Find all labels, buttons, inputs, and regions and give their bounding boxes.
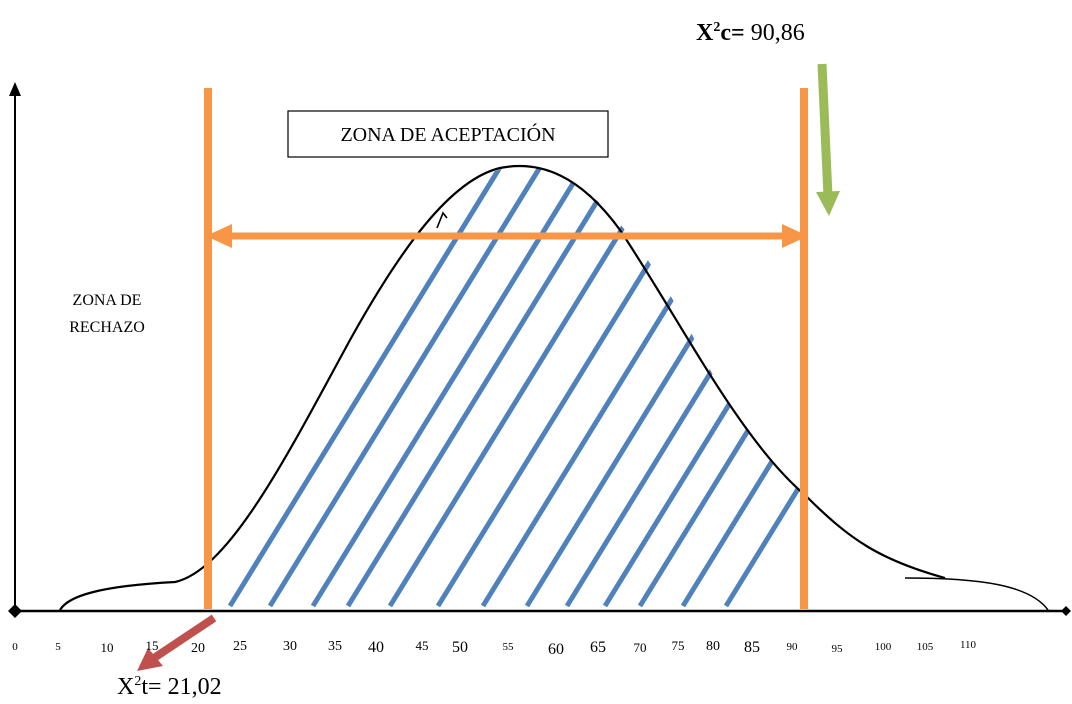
x-tick-label: 55	[503, 641, 515, 653]
x-tick-label: 85	[744, 639, 760, 656]
x-tick-label: 80	[706, 639, 720, 654]
chi2-calculated-arrow	[817, 63, 833, 197]
x-tick-label: 60	[548, 641, 564, 658]
x-tick-label: 20	[191, 641, 205, 656]
x-tick-label: 100	[875, 641, 892, 653]
distribution-curve	[59, 164, 946, 611]
x-tick-label: 25	[233, 639, 247, 654]
chi2t-sup: 2	[134, 674, 141, 689]
origin-marker	[8, 604, 22, 618]
rejection-zone-label: ZONA DE RECHAZO	[69, 292, 145, 336]
chi2t-sub: t	[141, 674, 148, 700]
chi2c-symbol: X	[696, 20, 714, 46]
x-tick-label: 70	[634, 640, 647, 655]
hatch-line	[227, 166, 553, 608]
chi2-table-label: X2t= 21,02	[117, 674, 222, 700]
chi2t-symbol: X	[117, 674, 134, 700]
hatch-line	[564, 166, 805, 608]
x-tick-label: 105	[917, 641, 934, 653]
acceptance-hatching	[227, 166, 805, 608]
x-tick-label: 75	[672, 638, 685, 653]
hatch-line	[602, 166, 805, 608]
x-tick-label: 95	[832, 643, 844, 655]
x-tick-label: 30	[283, 639, 297, 654]
acceptance-zone-box: ZONA DE ACEPTACIÓN	[287, 110, 609, 158]
arrowhead-left	[206, 224, 232, 248]
y-axis-arrowhead	[9, 82, 21, 96]
chi2c-eq: =	[731, 20, 745, 46]
rejection-zone-line-2: RECHAZO	[69, 319, 145, 336]
chi2-table-annotation: X2t= 21,02	[117, 614, 222, 700]
hatch-line	[680, 166, 805, 608]
chi2c-sub: c	[720, 20, 731, 46]
chi2-table-arrowhead	[137, 648, 163, 671]
x-tick-label: 40	[368, 639, 384, 656]
x-tick-label: 90	[787, 641, 799, 653]
x-tick-labels: 0 5 10 15 20 25 30 35 40 45 50 55 60 65 70 75 80 85 90 95 10…	[12, 638, 976, 658]
chi2-table-arrow	[151, 614, 217, 662]
chi2c-sup: 2	[713, 20, 720, 35]
chi2t-eq: =	[148, 674, 162, 700]
hatch-line	[310, 166, 636, 608]
curve-right-tail	[904, 577, 1049, 611]
x-axis-end-marker	[1061, 606, 1071, 616]
x-tick-label: 45	[416, 638, 429, 653]
axes	[8, 82, 1071, 618]
acceptance-range-arrow	[206, 224, 808, 248]
hatch-line	[387, 166, 713, 608]
x-tick-label: 15	[146, 638, 159, 653]
x-tick-label: 10	[101, 640, 114, 655]
hatch-line	[267, 166, 593, 608]
x-tick-label: 5	[55, 641, 61, 653]
chi2c-value: 90,86	[751, 20, 805, 46]
hatch-line	[480, 166, 805, 608]
chi2-calculated-arrowhead	[816, 191, 840, 216]
x-tick-label: 65	[590, 639, 606, 656]
hatch-line	[345, 166, 671, 608]
chi2t-value: 21,02	[168, 674, 222, 700]
x-tick-label: 50	[452, 639, 468, 656]
x-tick-label: 0	[12, 641, 18, 653]
hatch-line	[723, 166, 805, 608]
arrowhead-right	[782, 224, 808, 248]
curve-left-kink	[436, 211, 448, 229]
acceptance-zone-label: ZONA DE ACEPTACIÓN	[340, 122, 555, 146]
x-tick-label: 35	[328, 639, 342, 654]
hatch-line	[435, 166, 761, 608]
x-tick-label: 110	[960, 639, 977, 651]
chi2-calculated-label: X2c= 90,86	[696, 20, 805, 46]
chi2-calculated-annotation: X2c= 90,86	[696, 20, 840, 216]
rejection-zone-line-1: ZONA DE	[73, 292, 142, 309]
